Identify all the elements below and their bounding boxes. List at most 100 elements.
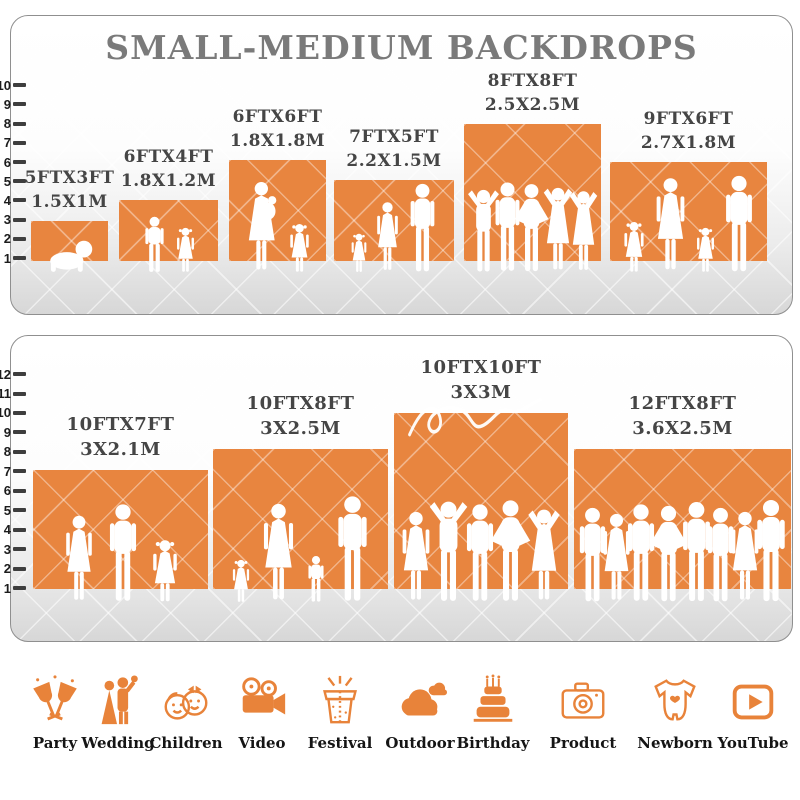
ruler-tick: 9 xyxy=(0,424,41,440)
ruler-number: 2 xyxy=(3,231,11,247)
category-row: Party Wedding Children Video Festival Outdoor… xyxy=(0,658,800,758)
ruler-number: 4 xyxy=(3,522,11,538)
ruler-tick: 8 xyxy=(0,444,41,460)
ruler-number: 3 xyxy=(3,541,11,557)
figure-group xyxy=(33,503,208,603)
backdrop-size-label: 6FTX4FT 1.8X1.2M xyxy=(59,146,279,193)
ruler-tick: 1 xyxy=(0,250,41,266)
ruler-tick: 1 xyxy=(0,580,41,596)
ruler-tick-mark xyxy=(13,566,26,571)
person-silhouette-man xyxy=(333,495,372,603)
wedding-icon xyxy=(91,673,145,729)
figure-group xyxy=(610,175,767,273)
figure-group xyxy=(31,237,108,273)
ruler-tick: 10 xyxy=(0,77,41,93)
person-silhouette-girl xyxy=(230,559,252,603)
person-silhouette-woman xyxy=(373,201,402,273)
ruler-tick-mark xyxy=(13,160,26,164)
ruler-tick-mark xyxy=(13,83,26,88)
ruler-tick-mark xyxy=(13,236,26,241)
ruler-tick-mark xyxy=(13,102,26,107)
ruler-tick: 10 xyxy=(0,405,41,421)
size-feet-label: 12FTX8FT xyxy=(628,393,737,415)
ruler-number: 12 xyxy=(0,366,11,382)
person-silhouette-girl xyxy=(287,223,312,273)
person-silhouette-man xyxy=(752,499,790,603)
person-silhouette-girl xyxy=(349,233,369,273)
size-feet-label: 10FTX10FT xyxy=(420,357,542,379)
person-silhouette-girl xyxy=(694,227,717,273)
ruler-number: 1 xyxy=(3,580,11,596)
person-silhouette-boy xyxy=(305,555,327,603)
size-metric-label: 2.7X1.8M xyxy=(640,132,737,153)
person-silhouette-woman-baby xyxy=(243,181,283,273)
top-panel: SMALL-MEDIUM BACKDROPS 10 9 8 7 6 5 4 3 2 1 5FTX3F… xyxy=(0,15,793,315)
video-icon xyxy=(235,673,289,729)
ruler-tick-mark xyxy=(13,430,26,435)
person-silhouette-boy xyxy=(141,216,168,273)
category-item: Party xyxy=(7,658,103,752)
backdrop-bar: 12FTX8FT 3.6X2.5M xyxy=(574,393,791,589)
figure-group xyxy=(464,181,601,273)
ruler-tick-mark xyxy=(13,198,26,203)
size-metric-label: 1.8X1.2M xyxy=(120,170,217,191)
ruler-tick-mark xyxy=(13,508,26,513)
category-label: Wedding xyxy=(81,734,155,752)
backdrop-size-label: 10FTX10FT 3X3M xyxy=(371,356,591,406)
ruler-tick: 7 xyxy=(0,463,41,479)
category-item: Children xyxy=(138,658,234,752)
person-silhouette-man xyxy=(406,183,439,273)
ruler-number: 8 xyxy=(3,444,11,460)
size-feet-label: 10FTX8FT xyxy=(246,393,355,415)
backdrop-bar: 6FTX4FT 1.8X1.2M xyxy=(119,147,218,261)
ruler-number: 8 xyxy=(3,116,11,132)
category-item: Newborn xyxy=(627,658,723,752)
category-label: Party xyxy=(32,734,78,752)
ruler-number: 5 xyxy=(3,173,11,189)
page-title: SMALL-MEDIUM BACKDROPS xyxy=(105,28,698,67)
ruler-tick-mark xyxy=(13,469,26,474)
size-metric-label: 3X2.1M xyxy=(80,439,161,461)
youtube-icon xyxy=(726,673,780,729)
outdoor-icon xyxy=(393,673,447,729)
size-metric-label: 3.6X2.5M xyxy=(632,418,733,440)
size-metric-label: 3X3M xyxy=(450,382,512,404)
ruler-number: 11 xyxy=(0,386,11,401)
children-icon xyxy=(159,673,213,729)
category-label: Outdoor xyxy=(385,734,455,752)
size-metric-label: 2.2X1.5M xyxy=(346,150,442,171)
ruler-tick-mark xyxy=(13,217,26,222)
size-feet-label: 6FTX6FT xyxy=(232,107,323,128)
category-label: Newborn xyxy=(637,734,713,752)
newborn-icon xyxy=(648,673,702,729)
ruler-tick-mark xyxy=(13,410,26,415)
size-feet-label: 8FTX8FT xyxy=(487,71,578,92)
size-metric-label: 1.8X1.8M xyxy=(229,130,326,151)
person-silhouette-girl xyxy=(621,221,647,273)
ruler-tick: 3 xyxy=(0,541,41,557)
size-feet-label: 5FTX3FT xyxy=(24,168,115,189)
ruler-tick-mark xyxy=(13,527,26,532)
ruler-number: 7 xyxy=(3,463,11,479)
ruler-tick: 7 xyxy=(0,135,41,151)
backdrop-bar: 7FTX5FT 2.2X1.5M xyxy=(334,127,454,261)
backdrop-bar: 10FTX10FT 3X3M xyxy=(394,357,568,589)
size-feet-label: 10FTX7FT xyxy=(66,414,175,436)
figure-group xyxy=(229,181,326,273)
ruler-tick: 2 xyxy=(0,561,41,577)
ruler-tick: 9 xyxy=(0,96,41,112)
ruler-number: 10 xyxy=(0,77,11,93)
ruler-tick: 6 xyxy=(0,483,41,499)
person-silhouette-girl xyxy=(174,227,197,273)
bottom-panel: 12 11 10 9 8 7 6 5 4 3 2 1 10FTX7FT 3X2.1M 10FTX8FT 3X2… xyxy=(0,335,793,642)
category-label: Festival xyxy=(307,734,373,752)
person-silhouette-woman xyxy=(651,177,690,273)
ruler-tick-mark xyxy=(13,256,26,260)
figure-group xyxy=(213,495,388,603)
size-feet-label: 6FTX4FT xyxy=(123,147,214,168)
ruler-number: 2 xyxy=(3,561,11,577)
ruler-tick: 4 xyxy=(0,192,41,208)
ruler-tick-mark xyxy=(13,179,26,184)
backdrop-size-label: 7FTX5FT 2.2X1.5M xyxy=(284,126,504,173)
